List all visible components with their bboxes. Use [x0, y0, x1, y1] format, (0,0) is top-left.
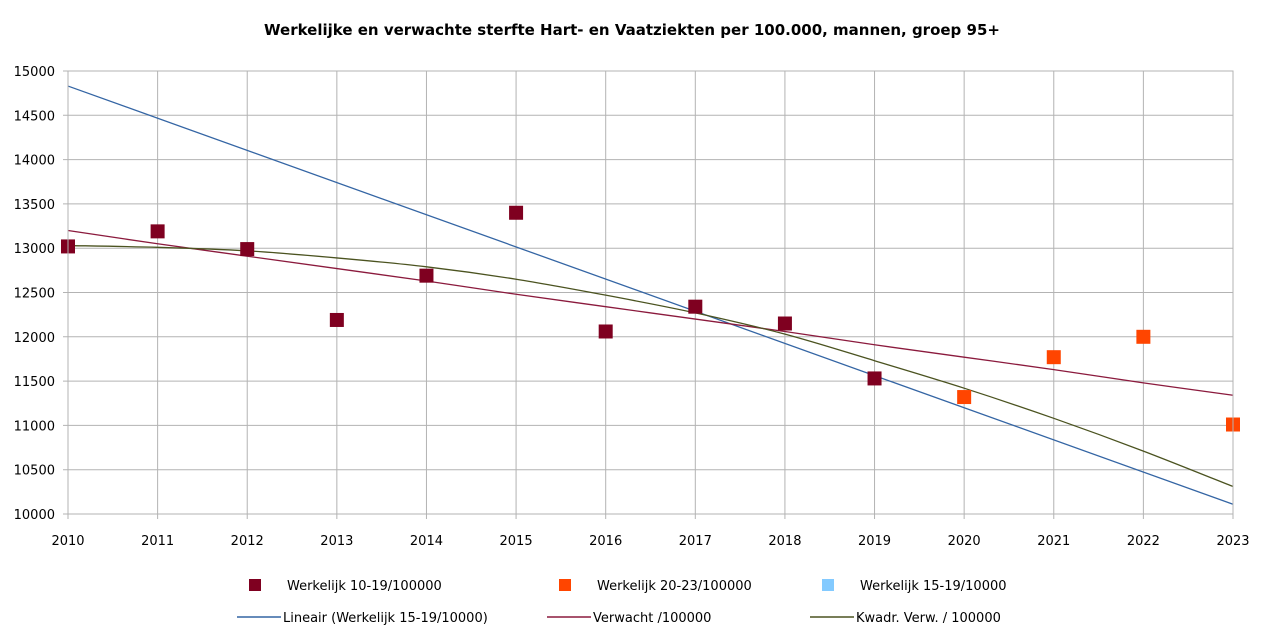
x-tick-label: 2023: [1216, 534, 1249, 549]
legend-swatch-1: [559, 579, 571, 591]
x-tick-label: 2011: [141, 534, 174, 549]
y-tick-label: 14000: [14, 154, 55, 169]
x-tick-label: 2017: [679, 534, 712, 549]
legend-label-1: Werkelijk 20-23/100000: [597, 579, 752, 594]
data-point-s0-8: [777, 316, 792, 331]
chart-title: Werkelijke en verwachte sterfte Hart- en…: [264, 21, 1000, 39]
tick-labels: 2010 2011 2012 2013 2014 2015 2016 2017 2018 2019…: [14, 65, 1250, 549]
x-tick-label: 2022: [1127, 534, 1160, 549]
y-tick-label: 14500: [14, 109, 55, 124]
series-line-5: [67, 244, 1234, 488]
y-tick-label: 13000: [14, 242, 55, 257]
y-tick-label: 11500: [14, 375, 55, 390]
data-point-s0-6: [598, 324, 613, 339]
y-tick-label: 11000: [14, 419, 55, 434]
y-tick-label: 10500: [14, 464, 55, 479]
x-tick-label: 2016: [589, 534, 622, 549]
data-point-s1-1: [1046, 350, 1061, 365]
legend-label-4: Verwacht /100000: [593, 611, 711, 626]
series-line-3: [67, 85, 1234, 505]
legend-swatch-2: [822, 579, 834, 591]
x-tick-label: 2018: [768, 534, 801, 549]
data-point-s1-0: [957, 390, 972, 405]
x-tick-label: 2021: [1037, 534, 1070, 549]
legend-label-0: Werkelijk 10-19/100000: [287, 579, 442, 594]
y-tick-label: 15000: [14, 65, 55, 80]
series-points: [61, 205, 1240, 432]
y-tick-label: 13500: [14, 198, 55, 213]
x-tick-label: 2012: [231, 534, 264, 549]
data-point-s0-3: [329, 312, 344, 327]
x-tick-label: 2010: [51, 534, 84, 549]
x-tick-label: 2015: [500, 534, 533, 549]
data-point-s0-1: [150, 224, 165, 239]
y-tick-label: 10000: [14, 508, 55, 523]
series-line-4: [67, 229, 1234, 396]
data-point-s0-7: [688, 299, 703, 314]
x-tick-label: 2019: [858, 534, 891, 549]
plot-area-border: [67, 70, 1234, 515]
y-tick-label: 12000: [14, 331, 55, 346]
data-point-s1-2: [1136, 329, 1151, 344]
legend: Werkelijk 10-19/100000 Werkelijk 20-23/10…: [237, 579, 1007, 626]
data-point-s0-5: [509, 205, 524, 220]
series-lines: [67, 85, 1234, 505]
x-tick-label: 2013: [320, 534, 353, 549]
gridlines: [63, 70, 1234, 519]
data-point-s0-2: [240, 242, 255, 257]
legend-label-5: Kwadr. Verw. / 100000: [856, 611, 1001, 626]
data-point-s0-9: [867, 371, 882, 386]
legend-swatch-0: [249, 579, 261, 591]
x-tick-label: 2020: [948, 534, 981, 549]
data-point-s0-4: [419, 268, 434, 283]
y-tick-label: 12500: [14, 287, 55, 302]
legend-label-2: Werkelijk 15-19/10000: [860, 579, 1007, 594]
legend-label-3: Lineair (Werkelijk 15-19/10000): [283, 611, 488, 626]
x-tick-label: 2014: [410, 534, 443, 549]
